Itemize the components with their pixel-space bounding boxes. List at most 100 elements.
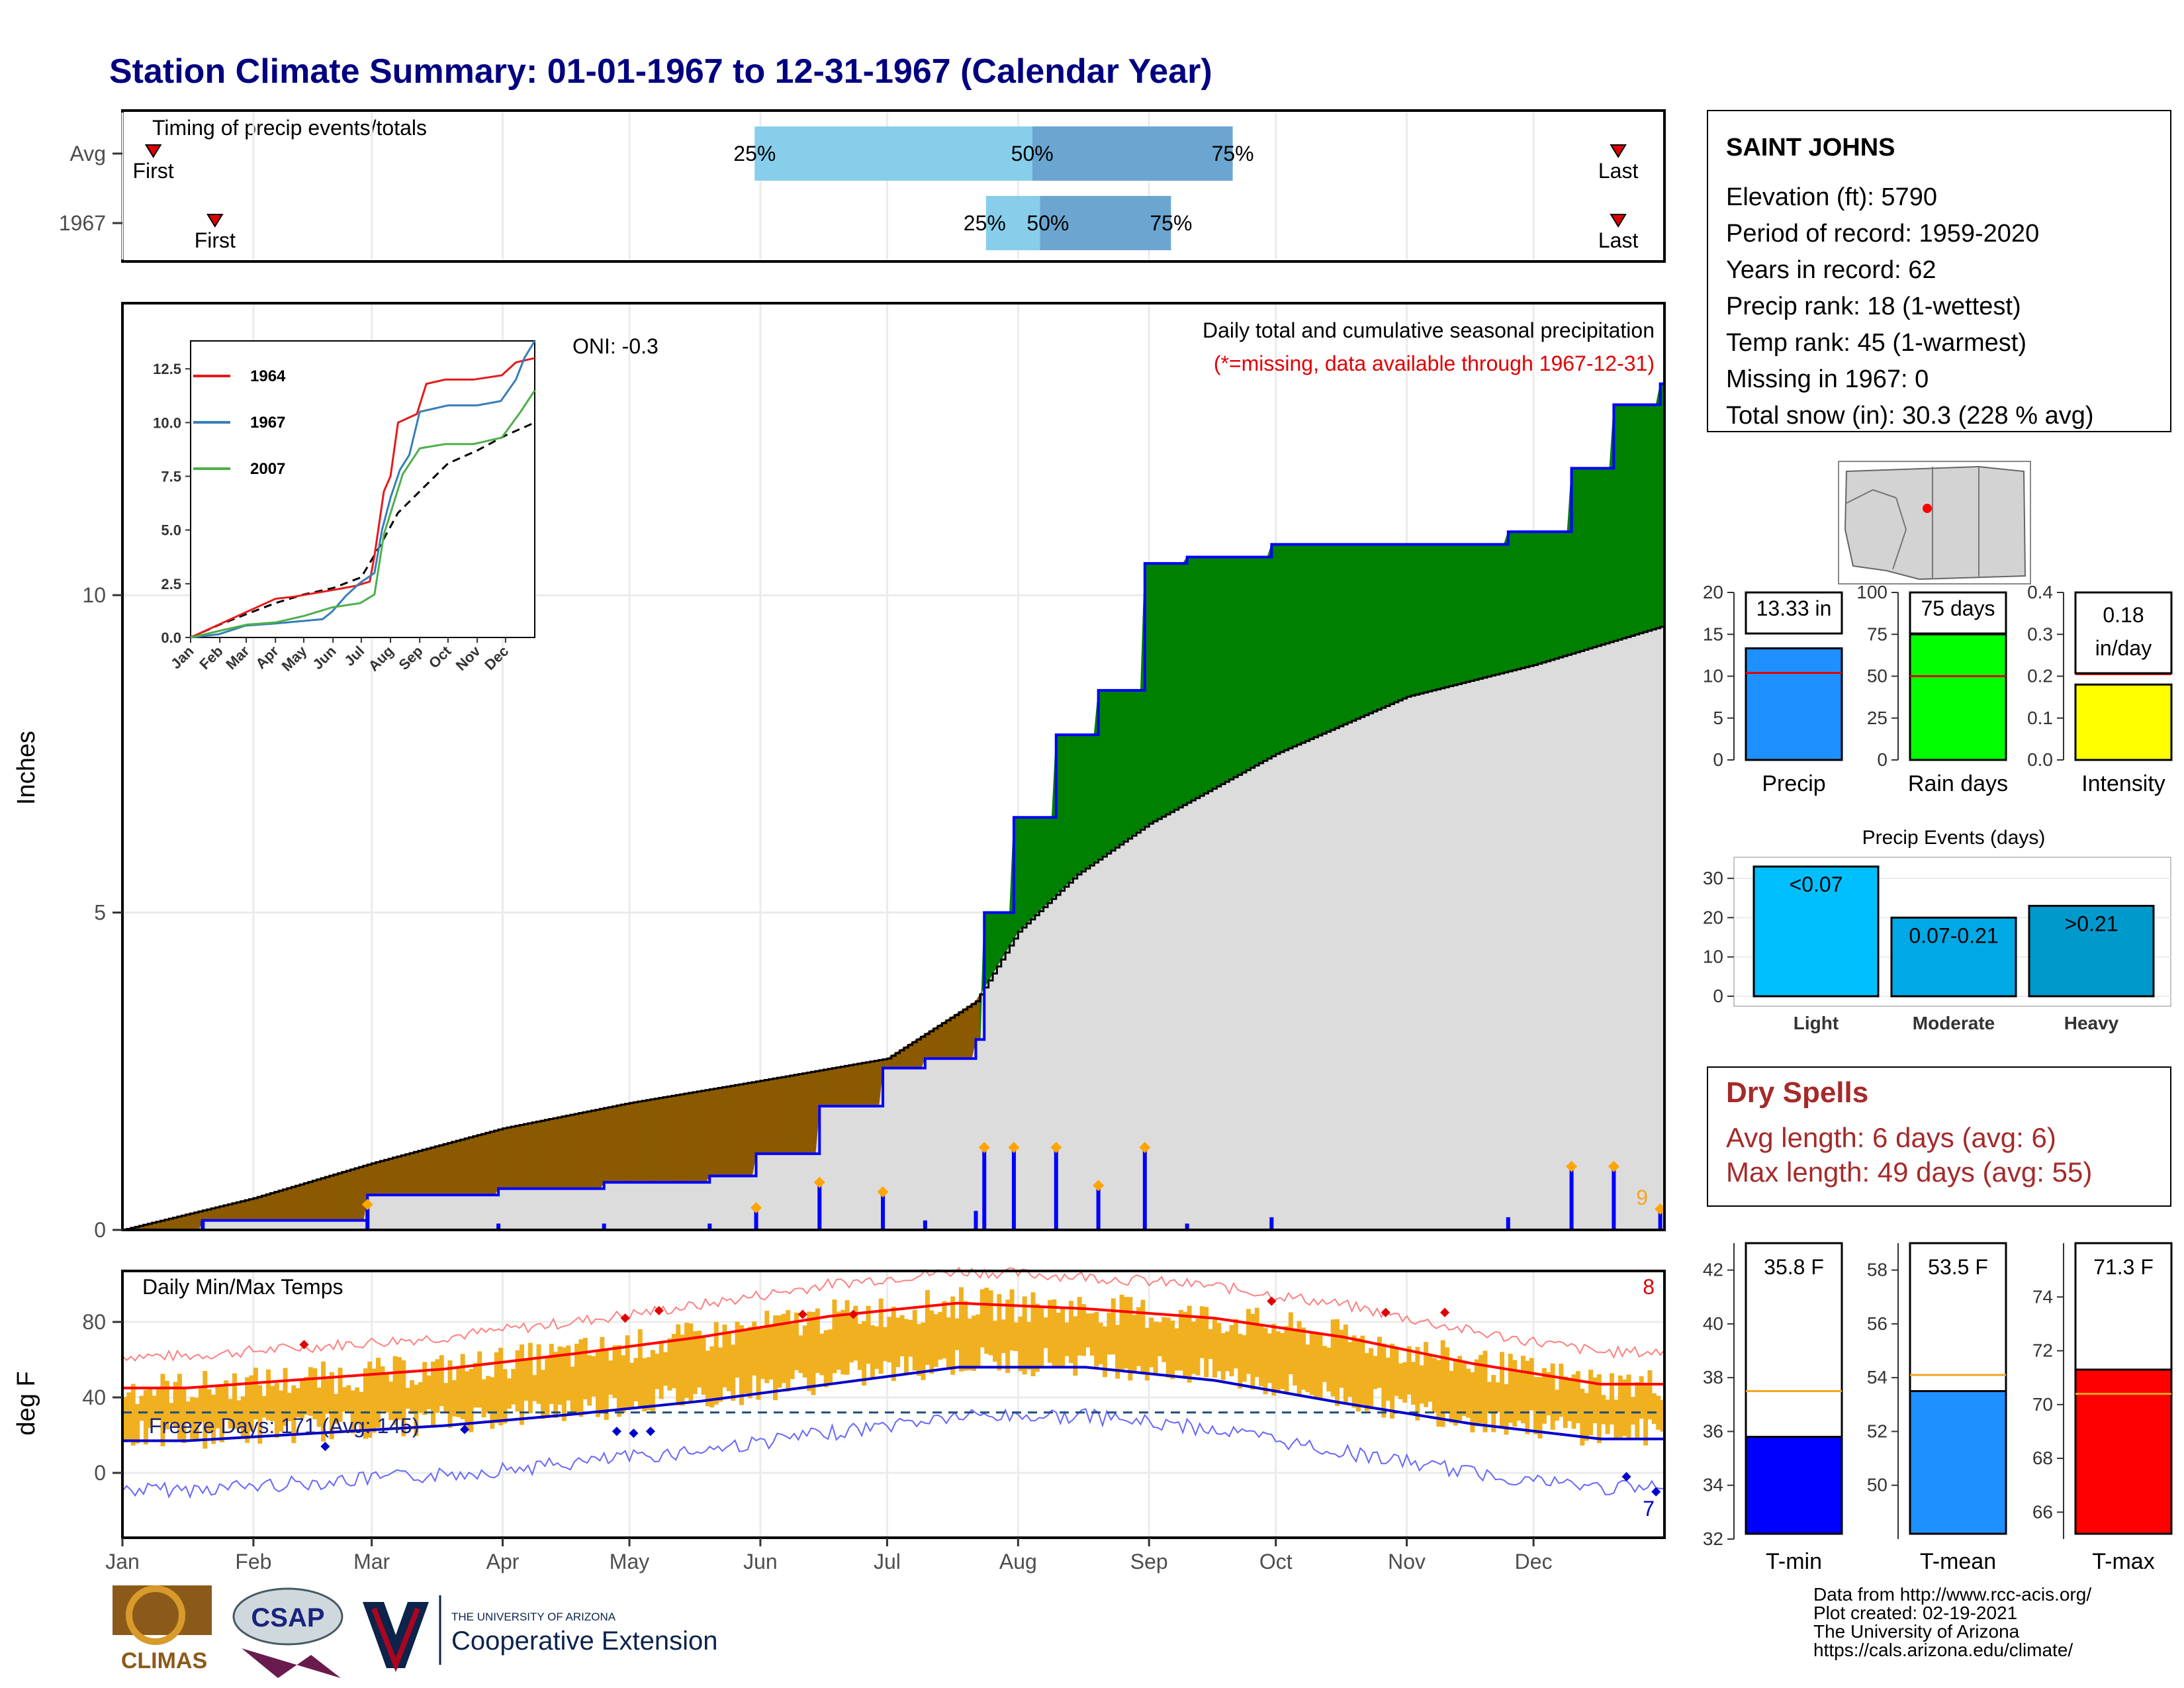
record-min-line: [122, 1408, 1664, 1499]
daily-temp-bar: [1575, 1371, 1580, 1423]
inset-ytick-label: 5.0: [161, 522, 181, 539]
csap-logo: CSAP: [232, 1587, 343, 1678]
daily-temp-bar: [621, 1355, 626, 1413]
heavy-day-marker: [1050, 1141, 1062, 1153]
heavy-day-marker: [1093, 1180, 1105, 1192]
timing-panel: Timing of precip events/totals Avg 25% 50%…: [59, 109, 1666, 263]
daily-precip-bar: [1269, 1217, 1274, 1230]
daily-temp-bar: [933, 1314, 938, 1367]
daily-temp-bar: [688, 1323, 694, 1402]
deficit-area: [485, 1131, 490, 1196]
deficit-area: [422, 1148, 428, 1196]
surplus-area: [1123, 690, 1128, 843]
precip-areas: [122, 382, 1665, 1231]
daily-temp-bar: [1555, 1389, 1560, 1421]
deficit-area: [523, 1123, 529, 1190]
daily-temp-bar: [1537, 1377, 1543, 1439]
deficit-area: [527, 1122, 533, 1190]
deficit-area: [434, 1145, 440, 1196]
daily-temp-bar: [713, 1322, 719, 1405]
surplus-area: [1292, 543, 1298, 747]
daily-temp-bar: [760, 1328, 765, 1380]
credit-line: https://cals.arizona.edu/climate/: [1813, 1640, 2073, 1660]
csap-mountains: [242, 1648, 341, 1678]
temps-y-axis: 0 40 80: [82, 1310, 122, 1485]
daily-temp-bar: [122, 1397, 127, 1442]
daily-temp-bar: [726, 1333, 731, 1391]
deficit-area: [371, 1161, 377, 1196]
mini-tick-label: 0: [1713, 749, 1723, 770]
surplus-area: [1326, 543, 1332, 733]
daily-temp-bar: [739, 1325, 744, 1405]
daily-temp-bar: [181, 1387, 187, 1444]
surplus-area: [1621, 404, 1627, 639]
daily-temp-bar: [228, 1399, 233, 1429]
dry-spells-box: Dry Spells Avg length: 6 days (avg: 6) M…: [1707, 1066, 2171, 1207]
surplus-area: [1448, 543, 1454, 687]
mini-value-box: [1909, 591, 2007, 635]
mini-tick-label: 10: [1703, 666, 1723, 686]
daily-temp-bar: [206, 1389, 212, 1432]
precip-ylabel: Inches: [13, 731, 40, 805]
daily-temp-bar: [731, 1344, 736, 1401]
surplus-area: [1089, 734, 1095, 867]
deficit-area: [620, 1103, 626, 1183]
deficit-area: [591, 1109, 596, 1190]
surplus-area: [1322, 543, 1327, 734]
credit-line: The University of Arizona: [1813, 1621, 2020, 1642]
daily-temp-bar: [1229, 1325, 1234, 1377]
surplus-area: [1064, 734, 1069, 888]
daily-temp-bar: [371, 1368, 377, 1433]
daily-temp-bar: [976, 1314, 981, 1368]
surplus-area: [1537, 531, 1543, 665]
daily-temp-bar: [815, 1308, 820, 1373]
deficit-area: [350, 1168, 355, 1221]
surplus-area: [1161, 563, 1167, 818]
surplus-area: [1199, 557, 1205, 796]
deficit-area: [806, 1071, 812, 1154]
daily-precip-bar: [201, 1220, 205, 1230]
surplus-area: [1297, 543, 1302, 745]
daily-temp-bar: [1297, 1321, 1302, 1395]
surplus-area: [1228, 557, 1234, 780]
daily-temp-bar: [426, 1375, 432, 1409]
timing-p50-label: 50%: [1011, 142, 1054, 165]
daily-temp-bar: [608, 1360, 614, 1395]
daily-temp-bar: [866, 1305, 871, 1364]
surplus-area: [1588, 467, 1593, 649]
surplus-area: [1435, 543, 1441, 690]
daily-temp-bar: [1424, 1342, 1429, 1407]
surplus-area: [1440, 543, 1445, 689]
deficit-area: [776, 1076, 782, 1154]
daily-temp-bar: [160, 1374, 165, 1446]
dry-spells-avg: Avg length: 6 days (avg: 6): [1726, 1122, 2056, 1153]
daily-temp-bar: [1347, 1342, 1353, 1397]
surplus-area: [1203, 557, 1209, 794]
daily-temp-bar: [1318, 1333, 1323, 1399]
deficit-area: [692, 1091, 698, 1183]
daily-temp-bar: [414, 1384, 419, 1436]
heavy-count-label: 9: [1636, 1186, 1648, 1209]
daily-temp-bar: [211, 1394, 216, 1444]
temp-value-label: 35.8 F: [1764, 1255, 1824, 1279]
heavy-day-marker: [1008, 1141, 1020, 1153]
summary-bar-precip: 0 5 10 15 20 13.33 in Precip: [1703, 582, 1843, 796]
surplus-area: [1529, 531, 1534, 667]
deficit-area: [287, 1186, 292, 1221]
daily-temp-bar: [1165, 1317, 1171, 1378]
inset-ytick-label: 0.0: [161, 630, 181, 646]
daily-temp-bar: [1563, 1376, 1568, 1429]
daily-temp-bar: [768, 1327, 774, 1380]
event-category: Heavy: [2064, 1013, 2119, 1033]
month-label: Jul: [874, 1550, 901, 1573]
deficit-area: [629, 1102, 634, 1183]
timing-p75-label: 75%: [1150, 211, 1192, 235]
deficit-area: [341, 1170, 347, 1221]
record-high-marker: [654, 1305, 664, 1315]
deficit-area: [358, 1165, 364, 1221]
heavy-day-marker: [1139, 1141, 1151, 1153]
station-info-line: Total snow (in): 30.3 (228 % avg): [1726, 402, 2094, 430]
daily-temp-bar: [811, 1311, 816, 1395]
daily-temp-bar: [1161, 1317, 1167, 1362]
month-label: May: [610, 1550, 649, 1573]
